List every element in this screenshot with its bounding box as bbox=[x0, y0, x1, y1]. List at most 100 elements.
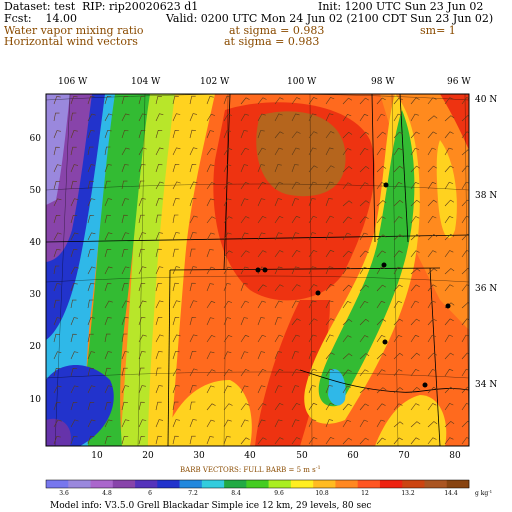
wind-barb bbox=[223, 351, 232, 360]
wind-barb bbox=[444, 199, 455, 207]
field-yellow-south bbox=[160, 380, 252, 446]
wind-barb bbox=[291, 164, 299, 173]
wind-barb bbox=[342, 335, 352, 343]
wind-barb bbox=[410, 352, 421, 360]
wind-barb bbox=[427, 131, 437, 139]
model-info: Model info: V3.5.0 Grell Blackadar Simpl… bbox=[50, 501, 371, 511]
wind-barb bbox=[104, 351, 112, 360]
wind-barb bbox=[359, 437, 369, 445]
wind-barb bbox=[240, 182, 250, 190]
wind-barb bbox=[223, 198, 232, 207]
state-line-6 bbox=[429, 267, 441, 446]
city-dot bbox=[381, 262, 387, 268]
wind-barb bbox=[104, 198, 113, 207]
wind-barb bbox=[461, 437, 469, 445]
wind-barb bbox=[172, 248, 179, 258]
wind-barb bbox=[155, 129, 163, 139]
wind-barb bbox=[308, 97, 318, 105]
wind-barb bbox=[53, 351, 62, 360]
wind-barb bbox=[138, 147, 147, 156]
wind-barb bbox=[223, 419, 232, 428]
wind-barb bbox=[342, 148, 352, 156]
wind-barb bbox=[121, 214, 128, 224]
wind-barb bbox=[274, 181, 284, 190]
wind-barb bbox=[274, 266, 283, 275]
lon-label: 102 W bbox=[200, 77, 230, 87]
field-green-west bbox=[80, 94, 150, 446]
colorbar-label: 12 bbox=[361, 490, 369, 497]
wind-barb bbox=[427, 216, 437, 224]
wind-barb bbox=[393, 284, 403, 292]
wind-barb bbox=[393, 403, 403, 411]
colorbar-swatch bbox=[112, 480, 136, 488]
wind-barb bbox=[291, 266, 300, 275]
wind-barb bbox=[325, 165, 335, 173]
wind-barb bbox=[87, 180, 94, 190]
wind-barb bbox=[427, 386, 438, 394]
wind-barb bbox=[70, 130, 78, 139]
colorbar-swatch bbox=[135, 480, 158, 488]
wind-barb bbox=[53, 112, 60, 122]
wind-barb bbox=[121, 282, 129, 292]
field-cyan-east bbox=[328, 369, 346, 406]
wind-barb bbox=[325, 284, 335, 292]
wind-barb bbox=[53, 232, 62, 241]
wind-barb bbox=[206, 182, 216, 190]
y-tick: 50 bbox=[30, 186, 42, 196]
wind-barb bbox=[138, 129, 146, 139]
wind-barb bbox=[87, 367, 94, 377]
wind-barb bbox=[155, 367, 162, 377]
wind-barb bbox=[410, 165, 421, 173]
wind-barb bbox=[291, 318, 301, 326]
wind-barb bbox=[274, 250, 284, 258]
wind-barb bbox=[240, 266, 249, 275]
colorbar-swatch bbox=[446, 480, 470, 488]
x-tick: 20 bbox=[142, 451, 154, 461]
wind-barb bbox=[138, 334, 147, 343]
wind-barb bbox=[155, 232, 163, 241]
wind-barb bbox=[223, 232, 232, 241]
wind-barb bbox=[53, 402, 61, 411]
state-line-3 bbox=[167, 269, 171, 446]
city-dot bbox=[382, 339, 388, 345]
state-line-7 bbox=[371, 94, 376, 243]
city-dot bbox=[383, 182, 389, 188]
wind-barb bbox=[410, 113, 419, 122]
wind-barb bbox=[121, 333, 128, 343]
wind-barb bbox=[444, 165, 454, 173]
wind-barb bbox=[172, 129, 180, 139]
wind-barb bbox=[359, 216, 369, 224]
wind-barb bbox=[410, 334, 420, 343]
wind-barb bbox=[240, 164, 249, 173]
colorbar-swatch bbox=[90, 480, 114, 488]
colorbar-swatch bbox=[246, 480, 269, 488]
colorbar-units: g kg-1 bbox=[475, 489, 492, 497]
wind-barb bbox=[240, 419, 249, 428]
wind-barb bbox=[70, 146, 77, 156]
colorbar-label: 7.2 bbox=[188, 490, 198, 497]
wind-barb bbox=[104, 435, 112, 445]
wind-barb bbox=[70, 436, 78, 445]
wind-barb bbox=[53, 180, 61, 190]
wind-barb bbox=[393, 352, 404, 360]
wind-barb bbox=[325, 113, 334, 122]
wind-barb bbox=[53, 164, 62, 173]
colorbar-label: 13.2 bbox=[401, 490, 415, 497]
wind-barb bbox=[138, 95, 146, 105]
colorbar-swatch bbox=[290, 480, 314, 488]
wind-barb bbox=[393, 437, 403, 445]
wind-barb bbox=[53, 130, 61, 139]
wind-barb bbox=[87, 299, 94, 309]
wind-barb bbox=[240, 113, 249, 122]
wind-barb bbox=[393, 250, 403, 258]
wind-barb bbox=[155, 266, 164, 275]
wind-barb bbox=[223, 96, 231, 105]
city-dot bbox=[315, 290, 321, 296]
wind-barb bbox=[376, 148, 386, 156]
wind-barb bbox=[87, 333, 94, 343]
wind-barb bbox=[206, 96, 214, 105]
wind-barb bbox=[376, 216, 386, 224]
field2-name: Horizontal wind vectors bbox=[4, 35, 138, 48]
wind-barb bbox=[410, 284, 420, 292]
